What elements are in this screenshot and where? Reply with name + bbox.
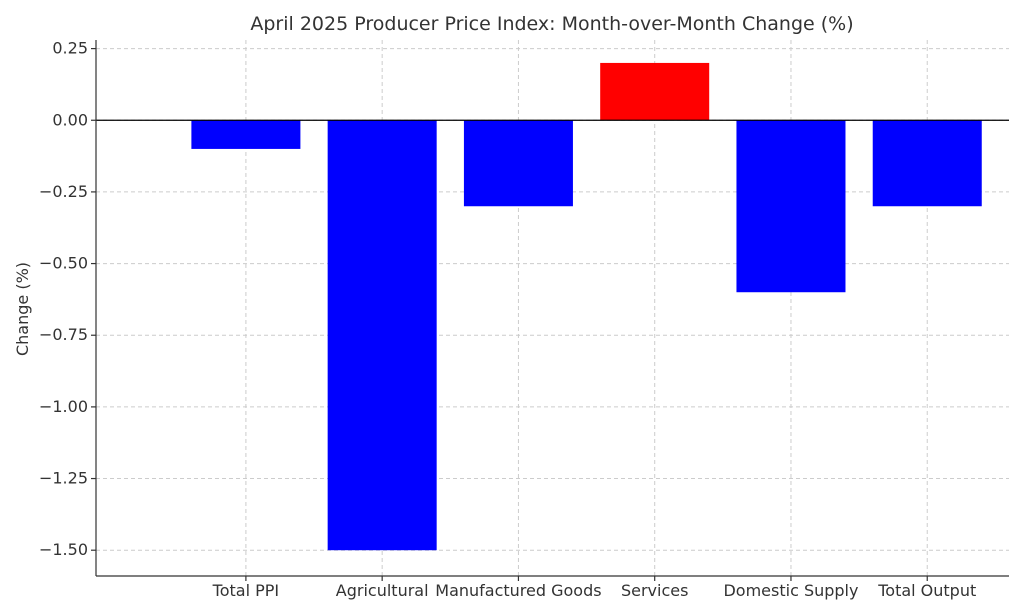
y-tick-label: −0.25 <box>39 182 88 201</box>
bars-layer <box>191 62 982 551</box>
y-tick-label: −0.50 <box>39 254 88 273</box>
bar <box>736 120 846 293</box>
bar <box>191 120 301 149</box>
bar <box>600 62 710 121</box>
chart-title: April 2025 Producer Price Index: Month-o… <box>250 13 853 35</box>
y-tick-label: 0.25 <box>52 39 88 58</box>
bar <box>327 120 437 551</box>
x-tick-label: Services <box>621 581 688 600</box>
y-tick-label: −0.75 <box>39 325 88 344</box>
y-tick-label: −1.50 <box>39 540 88 559</box>
y-axis-label: Change (%) <box>13 262 32 356</box>
x-tick-label: Total PPI <box>212 581 279 600</box>
y-tick-label: −1.25 <box>39 469 88 488</box>
x-tick-label: Agricultural <box>336 581 429 600</box>
y-tick-label: −1.00 <box>39 397 88 416</box>
x-tick-label: Manufactured Goods <box>435 581 601 600</box>
x-tick-label: Total Output <box>877 581 976 600</box>
ticks-layer: 0.25 0.00 −0.25 −0.50 −0.75 −1.00 −1.25 −1.50 To… <box>39 39 976 600</box>
y-tick-label: 0.00 <box>52 110 88 129</box>
axes-layer <box>95 40 1009 577</box>
x-tick-label: Domestic Supply <box>723 581 858 600</box>
bar <box>872 120 982 207</box>
bar <box>463 120 573 207</box>
